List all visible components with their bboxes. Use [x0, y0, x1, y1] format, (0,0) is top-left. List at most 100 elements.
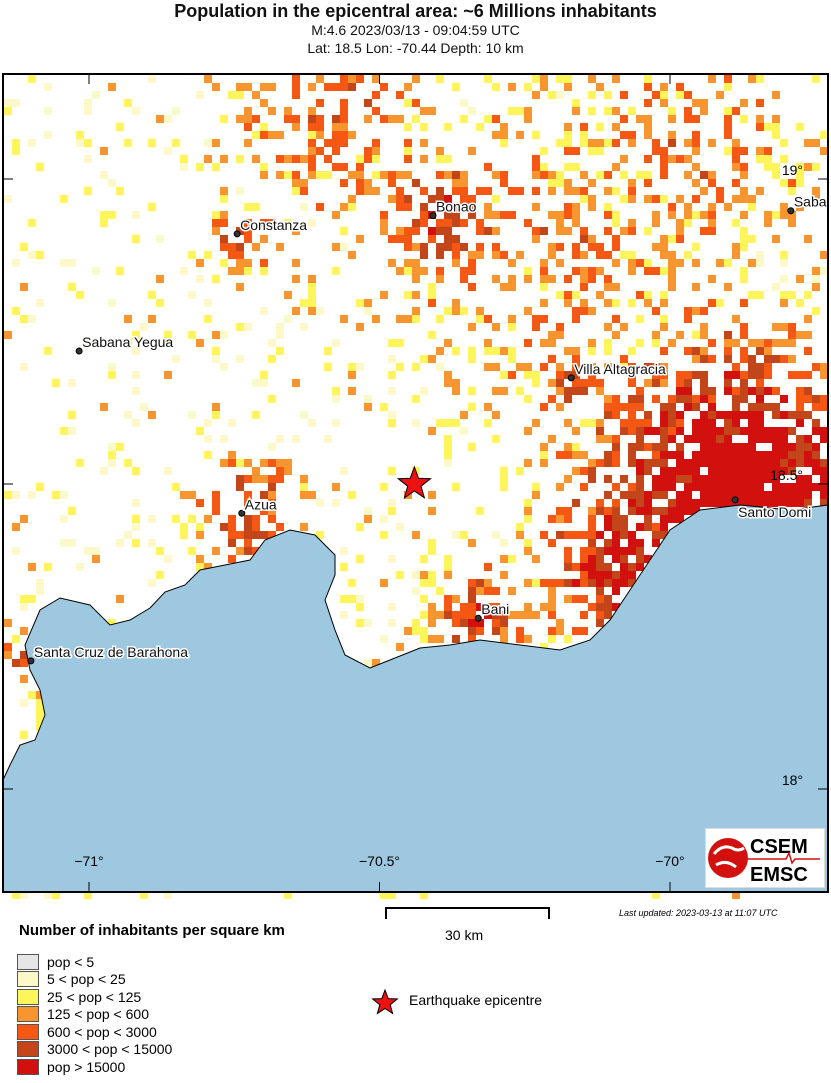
population-cell: [636, 339, 644, 347]
population-cell: [804, 235, 812, 243]
population-cell: [740, 443, 748, 451]
city-marker[interactable]: Bonao: [429, 197, 478, 220]
population-cell: [364, 515, 372, 523]
population-cell: [348, 195, 356, 203]
population-cell: [612, 507, 620, 515]
population-cell: [764, 491, 772, 499]
city-marker[interactable]: Saba: [787, 192, 828, 215]
population-cell: [116, 123, 124, 131]
population-cell: [68, 283, 76, 291]
population-cell: [524, 427, 532, 435]
population-cell: [436, 147, 444, 155]
population-cell: [524, 499, 532, 507]
population-cell: [292, 307, 300, 315]
population-cell: [668, 131, 676, 139]
population-cell: [364, 395, 372, 403]
population-cell: [588, 419, 596, 427]
population-cell: [340, 99, 348, 107]
city-marker[interactable]: Villa Altagracia: [567, 359, 668, 382]
population-map[interactable]: −71° −70.5° −70°19°18.5°18° ConstanzaBonao…: [0, 0, 831, 900]
population-cell: [788, 371, 796, 379]
population-cell: [356, 603, 364, 611]
population-cell: [612, 483, 620, 491]
population-cell: [564, 531, 572, 539]
population-cell: [460, 243, 468, 251]
population-cell: [524, 635, 532, 643]
population-cell: [372, 659, 380, 667]
population-cell: [308, 275, 316, 283]
population-cell: [28, 315, 36, 323]
population-cell: [708, 211, 716, 219]
population-cell: [620, 171, 628, 179]
population-cell: [44, 83, 52, 91]
city-marker[interactable]: Santo Domi: [731, 496, 813, 521]
population-cell: [604, 211, 612, 219]
population-cell: [740, 195, 748, 203]
population-cell: [764, 467, 772, 475]
population-cell: [716, 91, 724, 99]
city-marker[interactable]: Sabana Yegua: [75, 333, 175, 355]
population-cell: [820, 491, 828, 499]
population-cell: [572, 163, 580, 171]
population-cell: [660, 323, 668, 331]
population-cell: [700, 171, 708, 179]
population-cell: [660, 315, 668, 323]
population-cell: [684, 139, 692, 147]
population-cell: [540, 299, 548, 307]
population-cell: [652, 539, 660, 547]
population-cell: [396, 195, 404, 203]
population-cell: [532, 371, 540, 379]
population-cell: [652, 475, 660, 483]
population-cell: [340, 611, 348, 619]
population-cell: [644, 259, 652, 267]
population-cell: [772, 427, 780, 435]
city-marker[interactable]: Santa Cruz de Barahona: [27, 642, 190, 665]
population-cell: [268, 339, 276, 347]
population-cell: [588, 139, 596, 147]
population-cell: [636, 403, 644, 411]
population-cell: [564, 203, 572, 211]
population-cell: [84, 139, 92, 147]
population-cell: [676, 155, 684, 163]
population-cell: [628, 299, 636, 307]
population-cell: [524, 115, 532, 123]
population-cell: [660, 491, 668, 499]
population-cell: [708, 475, 716, 483]
population-cell: [540, 315, 548, 323]
population-cell: [652, 427, 660, 435]
population-cell: [420, 555, 428, 563]
population-cell: [764, 347, 772, 355]
population-cell: [660, 523, 668, 531]
epicentre-star[interactable]: [396, 465, 432, 499]
population-cell: [572, 187, 580, 195]
population-cell: [772, 443, 780, 451]
population-cell: [780, 291, 788, 299]
population-cell: [636, 491, 644, 499]
population-cell: [684, 91, 692, 99]
population-cell: [748, 475, 756, 483]
population-cell: [588, 379, 596, 387]
population-cell: [268, 131, 276, 139]
population-cell: [596, 123, 604, 131]
city-marker[interactable]: Bani: [474, 600, 511, 622]
population-cell: [772, 91, 780, 99]
population-cell: [484, 211, 492, 219]
population-cell: [428, 227, 436, 235]
population-cell: [364, 115, 372, 123]
city-marker[interactable]: Constanza: [233, 215, 309, 238]
population-cell: [428, 539, 436, 547]
logo-csem: CSEM: [750, 836, 808, 858]
population-cell: [396, 315, 404, 323]
population-cell: [596, 571, 604, 579]
population-cell: [604, 283, 612, 291]
population-cell: [468, 355, 476, 363]
population-cell: [180, 155, 188, 163]
city-marker[interactable]: Azua: [238, 495, 278, 517]
population-cell: [636, 483, 644, 491]
population-cell: [332, 83, 340, 91]
population-cell: [516, 531, 524, 539]
population-cell: [492, 347, 500, 355]
population-cell: [276, 435, 284, 443]
population-cell: [644, 379, 652, 387]
population-cell: [412, 259, 420, 267]
